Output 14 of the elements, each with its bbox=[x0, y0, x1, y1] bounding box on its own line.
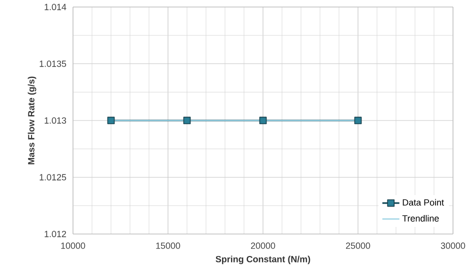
legend-label: Trendline bbox=[402, 215, 439, 222]
legend-label: Data Point bbox=[402, 199, 444, 206]
x-tick-label: 10000 bbox=[61, 242, 86, 249]
y-tick-label: 1.013 bbox=[44, 117, 66, 124]
y-tick-label: 1.0135 bbox=[40, 60, 66, 67]
y-axis-title: Mass Flow Rate (g/s) bbox=[28, 76, 36, 164]
x-tick-label: 25000 bbox=[346, 242, 370, 249]
x-axis-title: Spring Constant (N/m) bbox=[216, 256, 310, 264]
x-tick-label: 15000 bbox=[156, 242, 180, 249]
x-tick-label: 20000 bbox=[250, 242, 276, 249]
y-tick-label: 1.014 bbox=[44, 4, 66, 10]
y-tick-label: 1.0125 bbox=[40, 174, 66, 180]
x-tick-label: 30000 bbox=[440, 242, 466, 249]
y-tick-label: 1.012 bbox=[44, 230, 66, 238]
